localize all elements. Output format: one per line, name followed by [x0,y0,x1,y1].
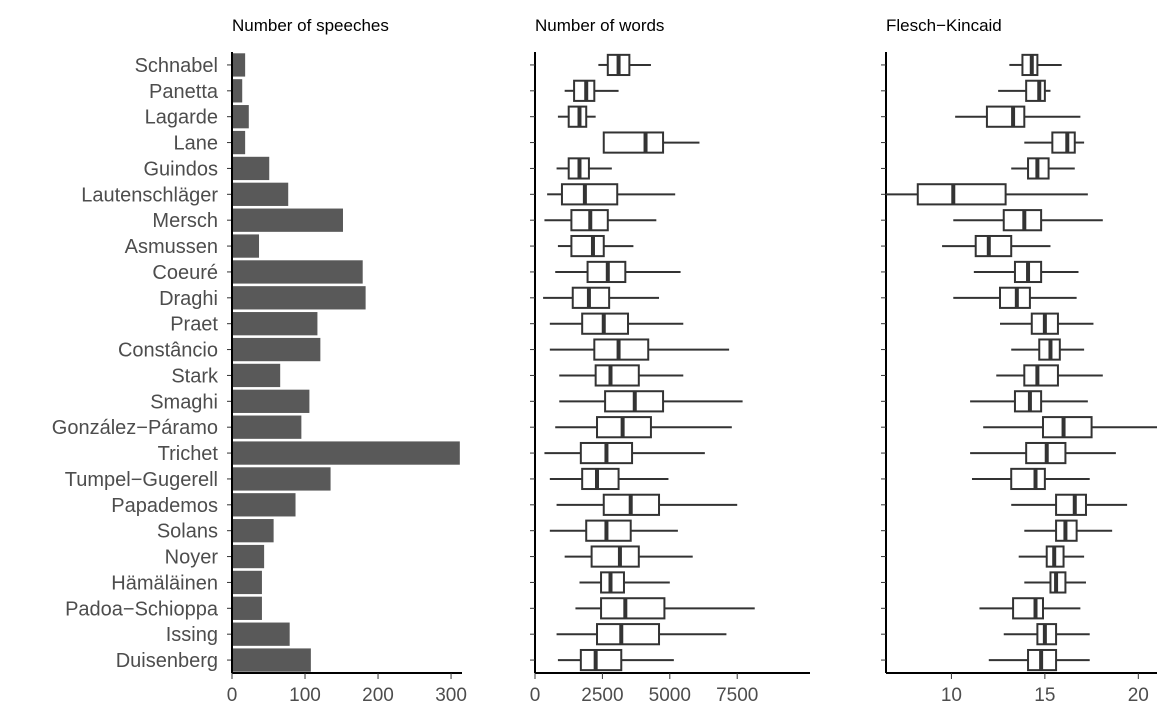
category-label-mersch: Mersch [152,210,218,232]
box-papademos [1055,493,1087,516]
speeches-panel: Number of speeches Schnabel Panetta Lagard… [52,16,467,706]
bar-noyer [232,544,265,569]
bar-guindos [232,156,270,181]
category-label-gonzalez-paramo: González−Páramo [52,417,218,439]
bar-lagarde [232,105,249,129]
category-label-draghi: Draghi [159,288,218,310]
bar-draghi [232,286,366,310]
speeches-panel-title: Number of speeches [232,16,389,35]
category-label-duisenberg: Duisenberg [116,650,218,672]
box-asmussen [570,234,605,258]
bar-lautenschlager [232,182,289,206]
category-label-papademos: Papademos [111,495,218,517]
category-label-hamalainen: Hämäläinen [111,572,218,594]
x-tick-label: 7500 [716,685,758,706]
box-issing [596,623,661,646]
bar-coeure [232,260,363,284]
bar-padoa-schioppa [232,596,262,620]
bar-constancio [232,337,321,362]
x-tick-label: 20 [1128,685,1149,706]
box-constancio [593,338,650,361]
category-label-solans: Solans [157,521,218,543]
category-label-guindos: Guindos [144,158,219,180]
x-tick-label: 100 [289,685,321,706]
x-tick-label: 2500 [581,685,623,706]
box-stark [594,364,640,387]
box-lane [1051,131,1076,154]
category-label-schnabel: Schnabel [135,55,218,77]
bar-papademos [232,493,296,517]
box-solans [585,519,632,542]
category-label-smaghi: Smaghi [150,391,218,413]
bar-stark [232,363,281,388]
box-padoa-schioppa [1012,597,1044,620]
box-asmussen [974,234,1013,258]
x-tick-label: 15 [1034,685,1055,706]
bar-issing [232,622,290,646]
x-tick-label: 0 [530,685,541,706]
category-label-constancio: Constâncio [118,340,218,362]
category-label-asmussen: Asmussen [125,236,218,258]
box-tumpel-gugerell [1010,467,1046,491]
x-tick-label: 5000 [649,685,691,706]
box-noyer [590,545,640,568]
box-lagarde [985,105,1026,128]
category-label-issing: Issing [166,624,218,646]
words-panel-title: Number of words [535,16,664,35]
box-padoa-schioppa [600,597,666,620]
category-label-panetta: Panetta [149,81,219,103]
bar-gonzalez-paramo [232,415,302,439]
box-draghi [571,286,611,309]
bar-solans [232,519,274,543]
words-panel: Number of words 0 2500 5000 7500 [530,16,810,706]
box-lautenschlager [560,183,619,206]
box-stark [1023,364,1059,387]
category-label-praet: Praet [170,314,218,336]
bar-praet [232,312,318,336]
x-tick-label: 10 [941,685,962,706]
box-duisenberg [579,648,623,672]
box-tumpel-gugerell [581,467,620,491]
bar-lane [232,130,246,155]
box-lane [602,131,665,154]
bar-duisenberg [232,648,311,672]
bar-schnabel [232,53,246,77]
category-label-coeure: Coeuré [152,262,218,284]
category-label-lane: Lane [174,133,219,155]
box-lautenschlager [916,183,1007,206]
category-label-trichet: Trichet [158,443,219,465]
x-tick-label: 200 [362,685,394,706]
bar-asmussen [232,234,260,258]
category-label-padoa-schioppa: Padoa−Schioppa [65,598,219,620]
bar-smaghi [232,389,310,413]
x-tick-label: 300 [435,685,467,706]
box-lagarde [567,105,588,128]
box-panetta [573,79,596,102]
category-label-lagarde: Lagarde [145,107,218,129]
box-hamalainen [600,571,625,594]
category-label-tumpel-gugerell: Tumpel−Gugerell [65,469,218,491]
x-tick-label: 0 [227,685,238,706]
category-label-stark: Stark [171,365,219,387]
bar-panetta [232,79,243,103]
box-gonzalez-paramo [1041,416,1093,439]
flesch-kincaid-panel-title: Flesch−Kincaid [886,16,1002,35]
box-panetta [1025,79,1046,102]
flesch-kincaid-panel: Flesch−Kincaid 10 15 20 [881,16,1157,706]
bar-tumpel-gugerell [232,467,331,491]
category-label-noyer: Noyer [165,547,219,569]
category-label-lautenschlager: Lautenschläger [81,184,218,206]
bar-trichet [232,441,460,465]
bar-hamalainen [232,570,262,595]
bar-mersch [232,208,343,232]
